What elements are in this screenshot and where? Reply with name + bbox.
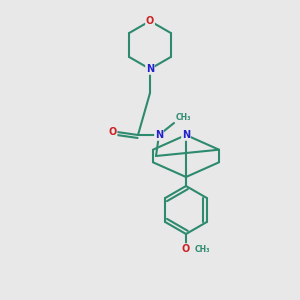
Text: N: N [182, 130, 190, 140]
Text: O: O [182, 244, 190, 254]
Text: O: O [146, 16, 154, 26]
Text: O: O [108, 127, 117, 137]
Text: N: N [146, 64, 154, 74]
Text: CH₃: CH₃ [176, 113, 191, 122]
Text: CH₃: CH₃ [194, 244, 210, 253]
Text: N: N [155, 130, 163, 140]
